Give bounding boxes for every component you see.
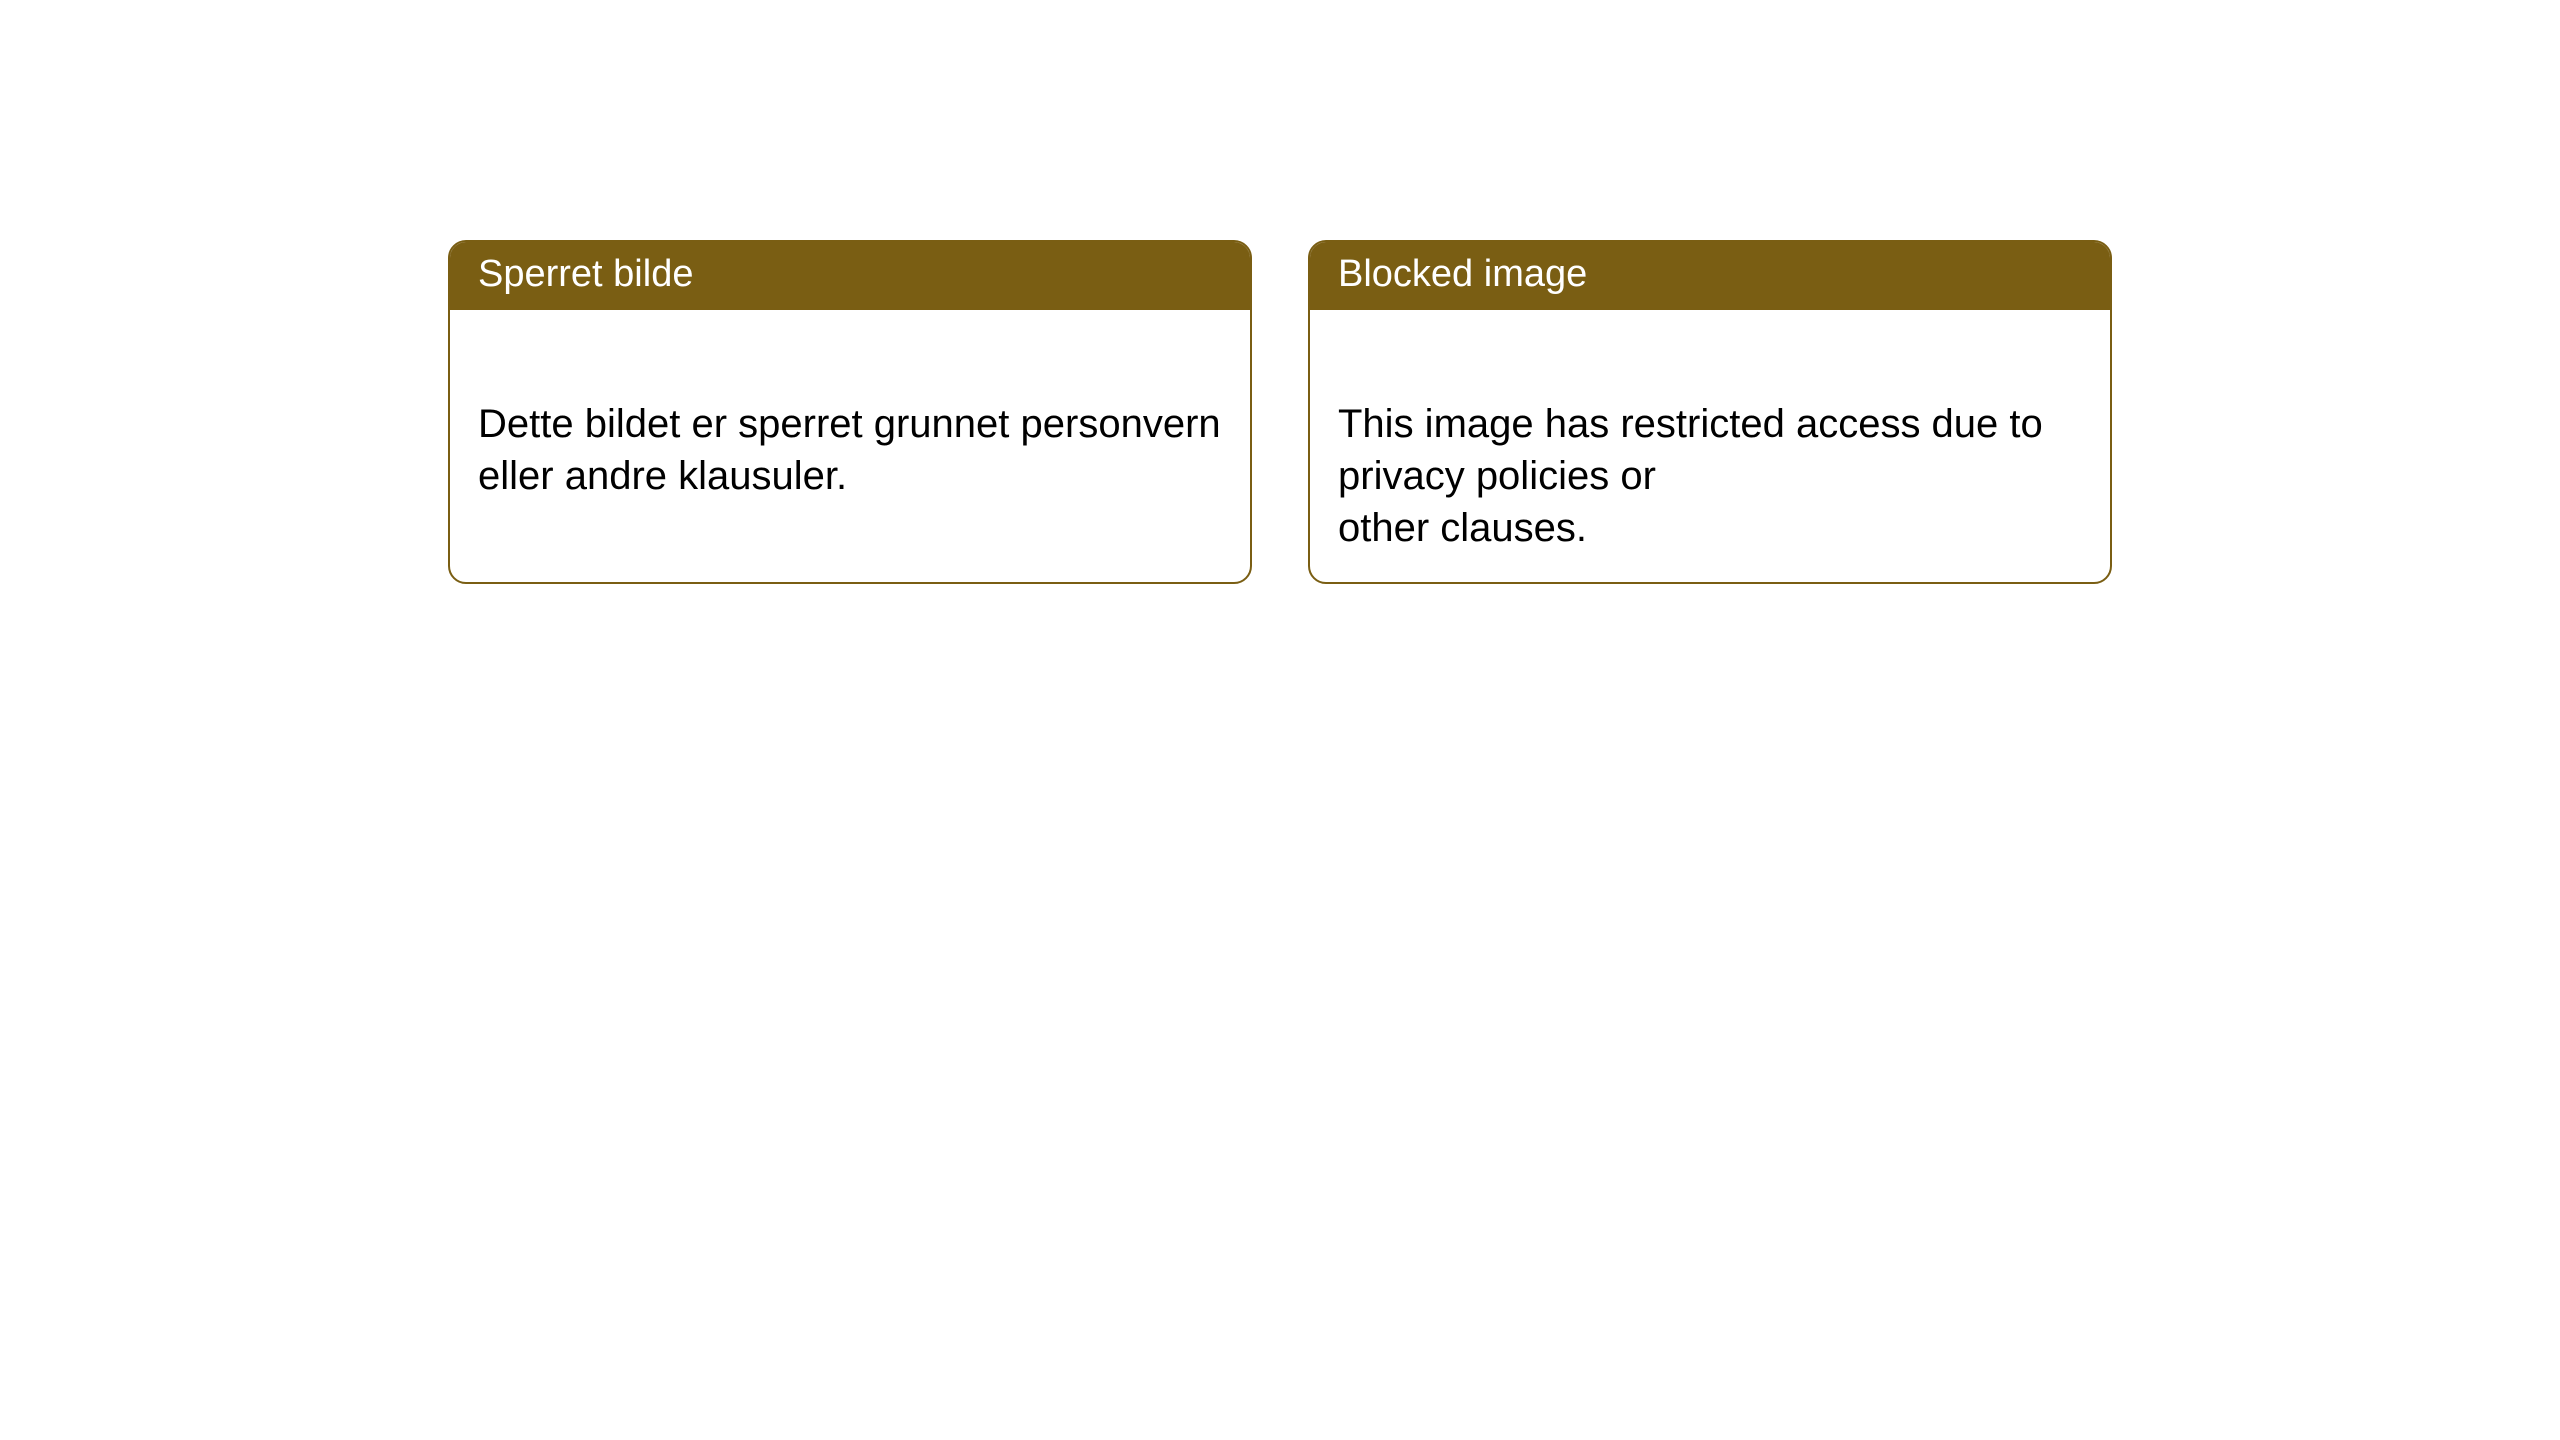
card-title: Blocked image	[1338, 253, 1587, 295]
card-norwegian: Sperret bilde Dette bildet er sperret gr…	[448, 240, 1252, 584]
card-title: Sperret bilde	[478, 253, 693, 295]
card-header: Sperret bilde	[450, 242, 1250, 310]
card-body: This image has restricted access due to …	[1310, 310, 2110, 582]
card-english: Blocked image This image has restricted …	[1308, 240, 2112, 584]
card-message: This image has restricted access due to …	[1338, 402, 2043, 550]
card-header: Blocked image	[1310, 242, 2110, 310]
card-message: Dette bildet er sperret grunnet personve…	[478, 402, 1221, 498]
card-body: Dette bildet er sperret grunnet personve…	[450, 310, 1250, 582]
card-container: Sperret bilde Dette bildet er sperret gr…	[0, 0, 2560, 584]
